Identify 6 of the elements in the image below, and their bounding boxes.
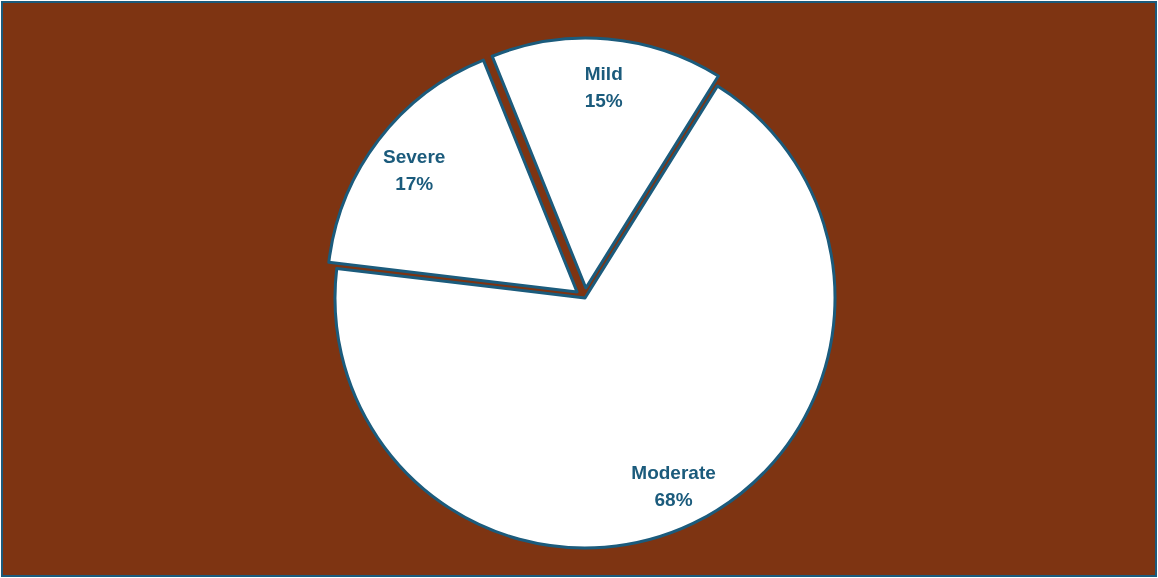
data-label: 15% xyxy=(584,89,623,111)
data-label: 17% xyxy=(395,173,434,195)
data-label: 68% xyxy=(654,488,693,510)
slice-label: Moderate xyxy=(631,461,716,483)
slice-label: Mild xyxy=(584,62,623,84)
slice-label: Severe xyxy=(383,146,446,168)
